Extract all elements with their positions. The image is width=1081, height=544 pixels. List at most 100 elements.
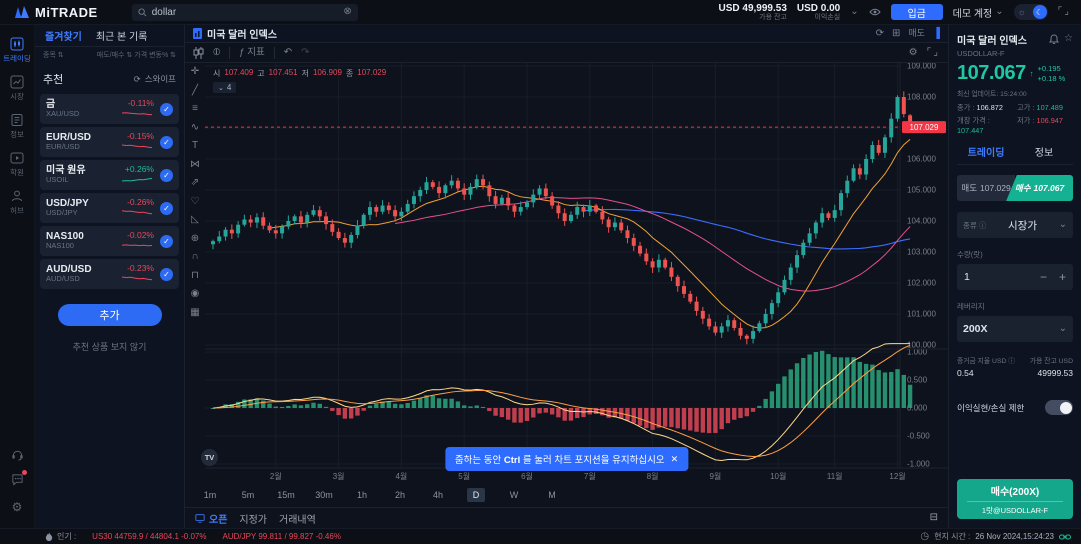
chart-stage[interactable]: ✛ ╱ ≡ ∿ T ⋈ ⇗ ♡ ◺ ⊕ ∩ ⊓ ◉ ▦ 109.000 108.000 106.000 105.… xyxy=(185,62,948,483)
chart-fullscreen-icon[interactable]: ⌜⌟ xyxy=(926,46,940,58)
redo-icon[interactable]: ↷ xyxy=(301,46,310,58)
watchlist-item-USD/JPY[interactable]: USD/JPY USD/JPY -0.26% ✓ xyxy=(40,193,179,223)
buy-button[interactable]: 매수 107.067 xyxy=(1006,175,1073,201)
refresh-icon[interactable]: ⟳ xyxy=(875,27,884,39)
sidebar-item-시장[interactable]: 시장 xyxy=(0,71,35,107)
zoom-in-icon[interactable]: ⊕ xyxy=(190,232,200,244)
selected-check-icon[interactable]: ✓ xyxy=(160,168,173,182)
forecast-icon[interactable]: ⇗ xyxy=(190,177,200,188)
timeframe-30m[interactable]: 30m xyxy=(315,490,333,500)
submit-buy-button[interactable]: 매수(200X) 1랏@USDOLLAR-F xyxy=(957,479,1073,519)
watchlist-item-EUR/USD[interactable]: EUR/USD EUR/USD -0.15% ✓ xyxy=(40,127,179,157)
selected-check-icon[interactable]: ✓ xyxy=(160,267,173,281)
swipe-control[interactable]: ⟳ 스와이프 xyxy=(133,73,176,85)
orders-tab-오픈[interactable]: 오픈 xyxy=(195,511,227,526)
candle-style-icon[interactable] xyxy=(193,46,204,59)
indicators-button[interactable]: ƒ 지표 xyxy=(239,46,265,58)
eye-icon[interactable] xyxy=(868,8,881,16)
plus-button[interactable]: + xyxy=(1058,270,1066,284)
timeframe-5m[interactable]: 5m xyxy=(241,490,255,500)
minus-button[interactable]: − xyxy=(1039,270,1047,284)
orders-tab-지정가[interactable]: 지정가 xyxy=(239,514,268,526)
watchlist-item-NAS100[interactable]: NAS100 NAS100 -0.02% ✓ xyxy=(40,226,179,256)
sidebar-item-정보[interactable]: 정보 xyxy=(0,109,35,145)
selected-check-icon[interactable]: ✓ xyxy=(160,234,173,248)
chart-tab-title[interactable]: 미국 달러 인덱스 xyxy=(207,30,277,41)
tradingview-logo[interactable]: TV xyxy=(201,449,218,466)
account-selector[interactable]: 데모 계정 ⌄ xyxy=(952,6,1004,20)
theme-toggle[interactable]: ☼ ☾ xyxy=(1013,4,1048,20)
watchlist-sort-row[interactable]: 종목 ⇅ 매도/매수 ⇅ 가격 변동% ⇅ xyxy=(43,52,176,59)
timeframe-D[interactable]: D xyxy=(467,488,485,502)
support-icon[interactable] xyxy=(11,448,24,461)
chat-icon[interactable] xyxy=(11,470,27,486)
brush-icon[interactable]: ∿ xyxy=(190,121,200,133)
trade-panel-tab-정보[interactable]: 정보 xyxy=(1034,148,1054,159)
lock-icon[interactable]: ⊓ xyxy=(191,269,199,281)
app-logo[interactable]: MiTRADE xyxy=(14,5,98,20)
fullscreen-icon[interactable]: ⌜⌟ xyxy=(1057,6,1071,17)
leverage-select[interactable]: 200X ⌄ xyxy=(957,316,1073,342)
chart-tab-icon xyxy=(193,28,202,39)
chevron-down-icon[interactable]: ⌄ xyxy=(850,6,859,17)
timeframe-W[interactable]: W xyxy=(509,490,519,500)
timeframe-2h[interactable]: 2h xyxy=(394,490,405,500)
timeframe-4h[interactable]: 4h xyxy=(432,490,443,500)
panel-toggle-icon[interactable]: ▐ xyxy=(932,27,940,39)
ticker-quote[interactable]: US30 44759.9 / 44804.1 -0.07% xyxy=(92,532,207,541)
watchlist-item-AUD/USD[interactable]: AUD/USD AUD/USD -0.23% ✓ xyxy=(40,259,179,289)
sell-button[interactable]: 매도 107.029 xyxy=(957,175,1016,201)
layout-grid-icon[interactable]: ⊞ xyxy=(891,27,901,39)
sidebar-item-트레이딩[interactable]: 트레이딩 xyxy=(0,33,35,69)
settings-icon[interactable]: ⚙ xyxy=(11,500,23,514)
sidebar-item-허브[interactable]: 허브 xyxy=(0,185,35,221)
interval-style-icon[interactable]: ⦶ xyxy=(213,46,221,58)
bell-icon[interactable] xyxy=(1049,34,1059,45)
price-axis[interactable]: 109.000 108.000 106.000 105.000 104.000 103.0… xyxy=(205,62,936,350)
selected-check-icon[interactable]: ✓ xyxy=(160,201,173,215)
expand-panel-icon[interactable]: ⊟ xyxy=(929,512,938,523)
undo-icon[interactable]: ↶ xyxy=(283,46,293,58)
text-icon[interactable]: T xyxy=(191,140,199,151)
orders-tab-거래내역[interactable]: 거래내역 xyxy=(279,514,316,526)
indicator-count-dropdown[interactable]: ⌄ 4 xyxy=(213,82,237,93)
search-input[interactable]: dollar ⊗ xyxy=(131,3,358,21)
deposit-button[interactable]: 입금 xyxy=(890,4,943,20)
last-updated: 최신 업데이트: 15:24:00 xyxy=(957,91,1027,98)
selected-check-icon[interactable]: ✓ xyxy=(160,135,173,149)
crosshair-icon[interactable]: ✛ xyxy=(190,66,200,77)
star-icon[interactable]: ☆ xyxy=(1064,33,1073,44)
quantity-stepper[interactable]: 1 − + xyxy=(957,264,1073,290)
watchlist-tab-favorites[interactable]: 즐겨찾기 xyxy=(45,32,82,43)
timeframe-1m[interactable]: 1m xyxy=(203,490,217,500)
refresh-icon[interactable]: ⟳ xyxy=(133,73,141,84)
xabcd-pattern-icon[interactable]: ⋈ xyxy=(190,158,200,170)
macd-axis[interactable]: 1.000 0.500 0.000 -0.500 -1.000 xyxy=(205,348,930,469)
selected-check-icon[interactable]: ✓ xyxy=(160,102,173,116)
timeframe-1h[interactable]: 1h xyxy=(356,490,367,500)
trend-line-icon[interactable]: ╱ xyxy=(191,84,199,96)
trash-icon[interactable]: ▦ xyxy=(190,306,200,318)
watchlist-item-XAU/USD[interactable]: 금 XAU/USD -0.11% ✓ xyxy=(40,94,179,124)
time-axis[interactable]: 2월 3월 4월 5월 6월 7월 8월 9월 10월 11월 12월 xyxy=(270,471,906,481)
tp-sl-toggle[interactable] xyxy=(1045,400,1073,415)
watchlist-item-USOIL[interactable]: 미국 원유 USOIL +0.26% ✓ xyxy=(40,160,179,190)
chart-canvas[interactable]: 109.000 108.000 106.000 105.000 104.000 103.0… xyxy=(205,62,948,488)
add-instrument-button[interactable]: 추가 xyxy=(57,304,162,326)
chart-settings-icon[interactable]: ⚙ xyxy=(908,46,918,58)
timeframe-M[interactable]: M xyxy=(548,490,556,500)
trade-panel-tab-트레이딩[interactable]: 트레이딩 xyxy=(967,148,1005,159)
measure-icon[interactable]: ◺ xyxy=(191,214,199,225)
timeframe-15m[interactable]: 15m xyxy=(277,490,295,500)
order-type-select[interactable]: 종류 ⓘ 시장가 ⌄ xyxy=(957,212,1073,238)
sidebar-item-학원[interactable]: 학원 xyxy=(0,147,35,183)
eye-icon[interactable]: ◉ xyxy=(190,288,200,299)
fib-retracement-icon[interactable]: ≡ xyxy=(192,103,198,114)
watchlist-tab-recent[interactable]: 최근 본 기록 xyxy=(95,32,148,43)
tooltip-close-icon[interactable]: ✕ xyxy=(670,453,679,464)
search-clear-icon[interactable]: ⊗ xyxy=(343,6,352,17)
emoji-icon[interactable]: ♡ xyxy=(190,195,200,207)
magnet-icon[interactable]: ∩ xyxy=(191,251,199,262)
ticker-quote[interactable]: AUD/JPY 99.811 / 99.827 -0.46% xyxy=(222,532,341,541)
hide-recommended-link[interactable]: 추천 상품 보지 않기 xyxy=(72,342,147,352)
